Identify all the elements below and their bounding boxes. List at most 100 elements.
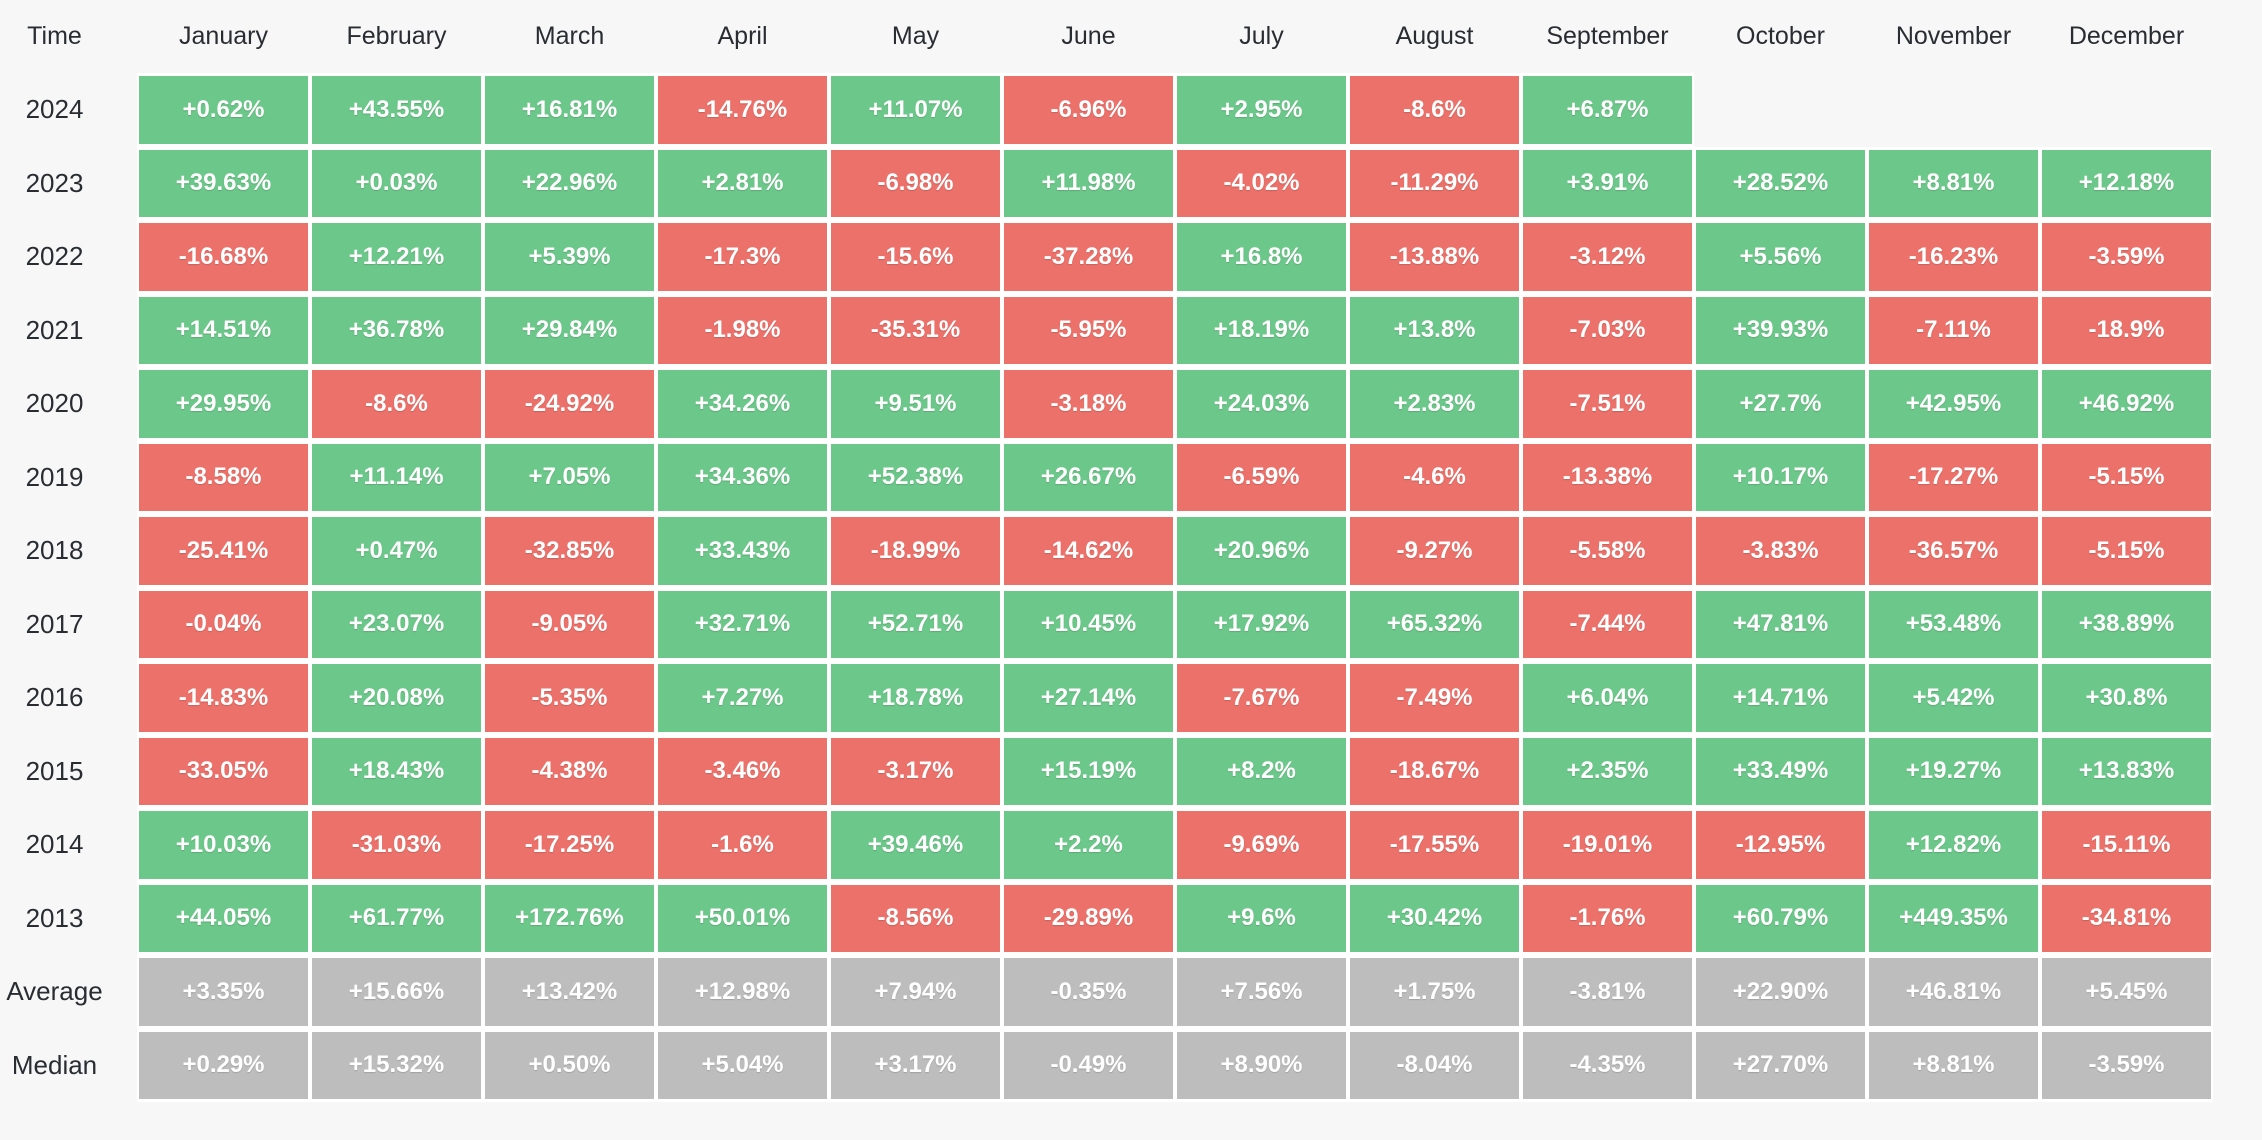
cell-2023-january: +39.63% xyxy=(137,146,310,220)
cell-median-february: +15.32% xyxy=(310,1028,483,1102)
cell-2013-march: +172.76% xyxy=(483,881,656,955)
cell-average-february: +15.66% xyxy=(310,955,483,1029)
cell-2017-april: +32.71% xyxy=(656,587,829,661)
cell-2020-march: -24.92% xyxy=(483,367,656,441)
cell-average-april: +12.98% xyxy=(656,955,829,1029)
cell-2013-february: +61.77% xyxy=(310,881,483,955)
month-header-november: November xyxy=(1895,22,2012,50)
cell-2023-december: +12.18% xyxy=(2040,146,2213,220)
cell-2022-march: +5.39% xyxy=(483,220,656,294)
cell-2019-october: +10.17% xyxy=(1694,440,1867,514)
cell-2017-january: -0.04% xyxy=(137,587,310,661)
cell-2016-october: +14.71% xyxy=(1694,661,1867,735)
cell-2023-february: +0.03% xyxy=(310,146,483,220)
cell-2015-october: +33.49% xyxy=(1694,734,1867,808)
cell-2023-july: -4.02% xyxy=(1175,146,1348,220)
cell-2015-may: -3.17% xyxy=(829,734,1002,808)
cell-2018-november: -36.57% xyxy=(1867,514,2040,588)
cell-2019-july: -6.59% xyxy=(1175,440,1348,514)
cell-average-september: -3.81% xyxy=(1521,955,1694,1029)
cell-2013-october: +60.79% xyxy=(1694,881,1867,955)
cell-2021-september: -7.03% xyxy=(1521,293,1694,367)
cell-2014-november: +12.82% xyxy=(1867,808,2040,882)
cell-average-july: +7.56% xyxy=(1175,955,1348,1029)
row-label-2013: 2013 xyxy=(25,902,84,933)
cell-2016-july: -7.67% xyxy=(1175,661,1348,735)
month-header-july: July xyxy=(1239,22,1284,50)
cell-2020-august: +2.83% xyxy=(1348,367,1521,441)
cell-2020-january: +29.95% xyxy=(137,367,310,441)
cell-2022-july: +16.8% xyxy=(1175,220,1348,294)
month-header-february: February xyxy=(346,22,447,50)
cell-median-november: +8.81% xyxy=(1867,1028,2040,1102)
cell-2017-august: +65.32% xyxy=(1348,587,1521,661)
cell-2016-april: +7.27% xyxy=(656,661,829,735)
row-label-2016: 2016 xyxy=(25,682,84,713)
cell-2018-april: +33.43% xyxy=(656,514,829,588)
cell-2015-november: +19.27% xyxy=(1867,734,2040,808)
cell-average-november: +46.81% xyxy=(1867,955,2040,1029)
cell-2016-june: +27.14% xyxy=(1002,661,1175,735)
cell-2019-march: +7.05% xyxy=(483,440,656,514)
cell-2022-august: -13.88% xyxy=(1348,220,1521,294)
cell-2017-march: -9.05% xyxy=(483,587,656,661)
cell-2020-december: +46.92% xyxy=(2040,367,2213,441)
cell-2019-april: +34.36% xyxy=(656,440,829,514)
time-column-header: Time xyxy=(27,22,82,50)
cell-2016-september: +6.04% xyxy=(1521,661,1694,735)
cell-2016-january: -14.83% xyxy=(137,661,310,735)
cell-2016-november: +5.42% xyxy=(1867,661,2040,735)
row-label-2021: 2021 xyxy=(25,314,84,345)
cell-2024-september: +6.87% xyxy=(1521,73,1694,147)
cell-2014-december: -15.11% xyxy=(2040,808,2213,882)
cell-2020-february: -8.6% xyxy=(310,367,483,441)
cell-2020-september: -7.51% xyxy=(1521,367,1694,441)
cell-2014-march: -17.25% xyxy=(483,808,656,882)
cell-2024-january: +0.62% xyxy=(137,73,310,147)
month-header-june: June xyxy=(1061,22,1116,50)
cell-2020-october: +27.7% xyxy=(1694,367,1867,441)
cell-2017-december: +38.89% xyxy=(2040,587,2213,661)
cell-2024-march: +16.81% xyxy=(483,73,656,147)
cell-average-october: +22.90% xyxy=(1694,955,1867,1029)
cell-2013-may: -8.56% xyxy=(829,881,1002,955)
cell-2022-september: -3.12% xyxy=(1521,220,1694,294)
month-header-september: September xyxy=(1546,22,1669,50)
month-header-march: March xyxy=(534,22,605,50)
cell-2020-april: +34.26% xyxy=(656,367,829,441)
cell-2018-february: +0.47% xyxy=(310,514,483,588)
cell-2023-august: -11.29% xyxy=(1348,146,1521,220)
cell-2021-november: -7.11% xyxy=(1867,293,2040,367)
cell-average-december: +5.45% xyxy=(2040,955,2213,1029)
seasonality-table: Time January February March April May June July… xyxy=(6,22,2213,1102)
cell-2024-april: -14.76% xyxy=(656,73,829,147)
cell-median-july: +8.90% xyxy=(1175,1028,1348,1102)
cell-2018-june: -14.62% xyxy=(1002,514,1175,588)
cell-median-may: +3.17% xyxy=(829,1028,1002,1102)
cell-average-march: +13.42% xyxy=(483,955,656,1029)
cell-2019-august: -4.6% xyxy=(1348,440,1521,514)
cell-2018-september: -5.58% xyxy=(1521,514,1694,588)
row-label-average: Average xyxy=(6,976,103,1007)
cell-2017-june: +10.45% xyxy=(1002,587,1175,661)
cell-2022-october: +5.56% xyxy=(1694,220,1867,294)
cell-2021-july: +18.19% xyxy=(1175,293,1348,367)
cell-2013-december: -34.81% xyxy=(2040,881,2213,955)
cell-2014-april: -1.6% xyxy=(656,808,829,882)
cell-2013-january: +44.05% xyxy=(137,881,310,955)
cell-2022-may: -15.6% xyxy=(829,220,1002,294)
cell-2023-october: +28.52% xyxy=(1694,146,1867,220)
cell-2014-july: -9.69% xyxy=(1175,808,1348,882)
cell-2023-april: +2.81% xyxy=(656,146,829,220)
cell-2021-october: +39.93% xyxy=(1694,293,1867,367)
cell-average-june: -0.35% xyxy=(1002,955,1175,1029)
cell-2024-june: -6.96% xyxy=(1002,73,1175,147)
cell-2019-may: +52.38% xyxy=(829,440,1002,514)
cell-2013-november: +449.35% xyxy=(1867,881,2040,955)
cell-2018-may: -18.99% xyxy=(829,514,1002,588)
cell-2022-june: -37.28% xyxy=(1002,220,1175,294)
cell-2015-february: +18.43% xyxy=(310,734,483,808)
cell-2016-december: +30.8% xyxy=(2040,661,2213,735)
month-header-october: October xyxy=(1736,22,1825,50)
cell-2019-november: -17.27% xyxy=(1867,440,2040,514)
